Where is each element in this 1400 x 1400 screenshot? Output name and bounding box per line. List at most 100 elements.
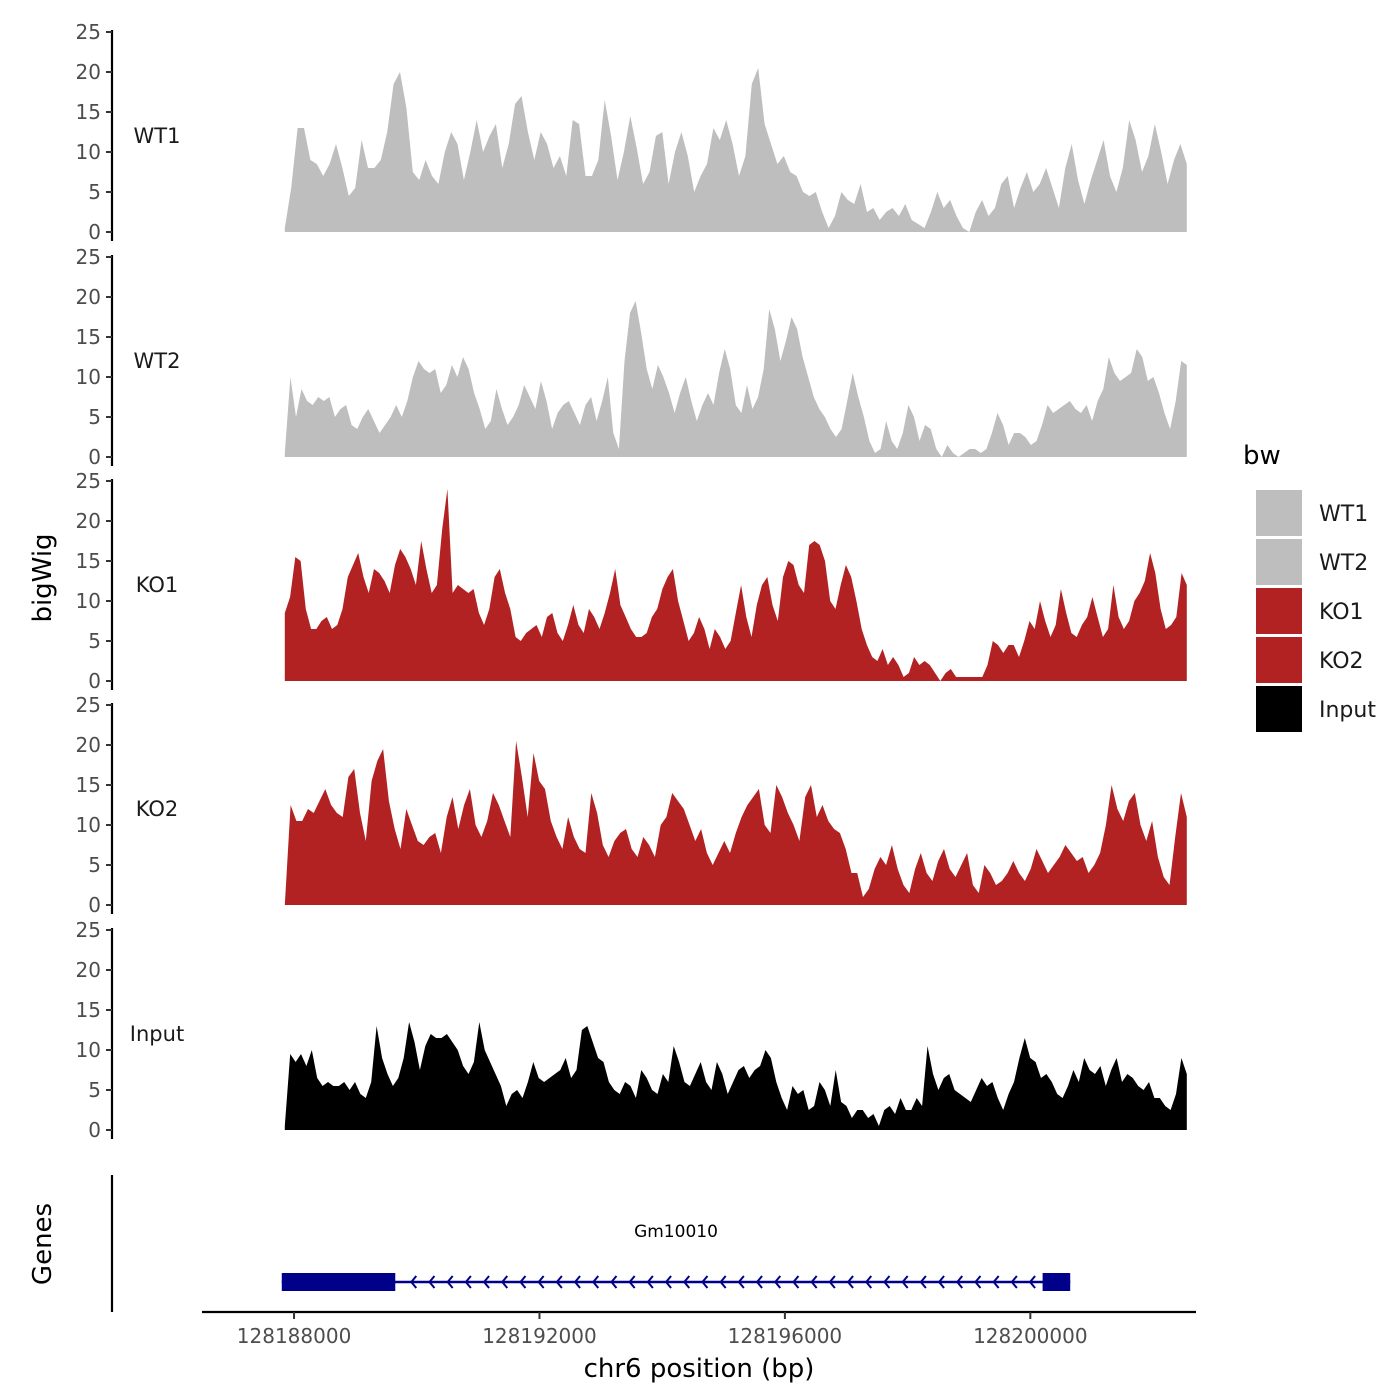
gene-exon <box>1042 1273 1071 1291</box>
strand-arrow <box>828 1275 836 1289</box>
y-tick-label: 25 <box>76 469 101 493</box>
strand-arrow <box>464 1275 472 1289</box>
legend-entry-wt2: WT2 <box>1256 539 1368 585</box>
strand-arrow <box>719 1275 727 1289</box>
legend-label: Input <box>1319 698 1376 723</box>
track-input: 0 5 10 15 20 25 Input <box>76 918 1187 1142</box>
legend-entry-wt1: WT1 <box>1256 490 1368 536</box>
y-tick-label: 10 <box>76 1038 101 1062</box>
y-tick-label: 5 <box>88 853 101 877</box>
track-ko2: 0 5 10 15 20 25 KO2 <box>76 693 1187 917</box>
track-wt2: 0 5 10 15 20 25 WT2 <box>76 245 1187 469</box>
legend-label: WT1 <box>1319 502 1368 527</box>
legend-entry-ko2: KO2 <box>1256 637 1364 683</box>
legend-title: bw <box>1243 441 1281 471</box>
legend-entry-ko1: KO1 <box>1256 588 1364 634</box>
y-tick-label: 25 <box>76 20 101 44</box>
track-label: KO1 <box>136 573 179 597</box>
legend-entry-input: Input <box>1256 686 1376 732</box>
track-label: Input <box>130 1022 184 1046</box>
strand-arrow <box>737 1275 745 1289</box>
y-tick-label: 0 <box>88 1118 101 1142</box>
strand-arrow <box>628 1275 636 1289</box>
x-axis-title: chr6 position (bp) <box>584 1354 815 1384</box>
strand-arrow <box>792 1275 800 1289</box>
y-tick-label: 0 <box>88 669 101 693</box>
strand-arrow <box>755 1275 763 1289</box>
y-tick-label: 15 <box>76 100 101 124</box>
y-tick-label: 5 <box>88 1078 101 1102</box>
gene-label: Gm10010 <box>634 1222 718 1242</box>
strand-arrow <box>901 1275 909 1289</box>
legend: bw WT1 WT2 KO1 KO2 Input <box>1243 441 1376 732</box>
x-tick-label: 128200000 <box>973 1324 1088 1348</box>
track-label: WT2 <box>134 349 181 373</box>
strand-arrow <box>773 1275 782 1289</box>
area-input <box>284 1022 1187 1130</box>
area-wt2 <box>284 301 1187 457</box>
y-tick-label: 20 <box>76 60 101 84</box>
x-tick-label: 128196000 <box>728 1324 843 1348</box>
track-wt1: 0 5 10 15 20 25 WT1 <box>76 20 1187 244</box>
legend-label: KO2 <box>1319 649 1364 674</box>
y-tick-label: 5 <box>88 180 101 204</box>
gene-model <box>281 1273 1071 1291</box>
strand-arrow <box>409 1275 418 1289</box>
y-tick-label: 20 <box>76 733 101 757</box>
strand-arrow <box>555 1275 563 1289</box>
y-tick-label: 15 <box>76 549 101 573</box>
legend-label: KO1 <box>1319 600 1364 625</box>
genes-axis-title: Genes <box>28 1203 58 1285</box>
y-tick-label: 0 <box>88 893 101 917</box>
y-tick-label: 10 <box>76 140 101 164</box>
track-label: KO2 <box>136 797 179 821</box>
y-tick-label: 15 <box>76 325 101 349</box>
strand-arrow <box>937 1275 945 1289</box>
area-wt1 <box>284 68 1187 232</box>
tracks-layer: 0510152025WT10510152025WT20510152025KO10… <box>76 20 1187 1142</box>
track-ko1: 0 5 10 15 20 25 KO1 <box>76 469 1187 693</box>
y-tick-label: 25 <box>76 245 101 269</box>
y-tick-label: 20 <box>76 509 101 533</box>
y-tick-label: 5 <box>88 405 101 429</box>
x-tick-label: 128188000 <box>237 1324 352 1348</box>
y-tick-label: 10 <box>76 813 101 837</box>
strand-arrow <box>1010 1275 1018 1289</box>
y-tick-label: 10 <box>76 589 101 613</box>
strand-arrow <box>810 1275 818 1289</box>
x-tick-label: 128192000 <box>482 1324 597 1348</box>
legend-swatch <box>1256 686 1302 732</box>
strand-arrow <box>846 1275 854 1289</box>
strand-arrow <box>1028 1275 1036 1289</box>
strand-arrow <box>974 1275 982 1289</box>
y-tick-label: 0 <box>88 220 101 244</box>
gene-exon <box>281 1273 396 1291</box>
area-ko1 <box>284 489 1187 681</box>
legend-swatch <box>1256 637 1302 683</box>
strand-arrow <box>519 1275 527 1289</box>
legend-swatch <box>1256 588 1302 634</box>
strand-arrow <box>883 1275 891 1289</box>
legend-swatch <box>1256 490 1302 536</box>
strand-arrow <box>482 1275 490 1289</box>
y-tick-label: 15 <box>76 773 101 797</box>
strand-arrow <box>610 1275 618 1289</box>
legend-swatch <box>1256 539 1302 585</box>
legend-label: WT2 <box>1319 551 1368 576</box>
x-axis: 128188000 128192000 128196000 128200000 chr… <box>202 1310 1196 1384</box>
y-tick-label: 15 <box>76 998 101 1022</box>
strand-arrow <box>428 1275 436 1289</box>
area-ko2 <box>284 741 1187 905</box>
strand-arrow <box>446 1275 454 1289</box>
strand-arrow <box>701 1275 709 1289</box>
y-tick-label: 0 <box>88 445 101 469</box>
genes-panel: Genes Gm10010 <box>28 1175 1071 1312</box>
strand-arrow <box>591 1275 600 1289</box>
y-axis-title: bigWig <box>28 533 58 622</box>
strand-arrow <box>682 1275 691 1289</box>
strand-arrow <box>537 1275 545 1289</box>
strand-arrow <box>919 1275 927 1289</box>
strand-arrow <box>955 1275 964 1289</box>
